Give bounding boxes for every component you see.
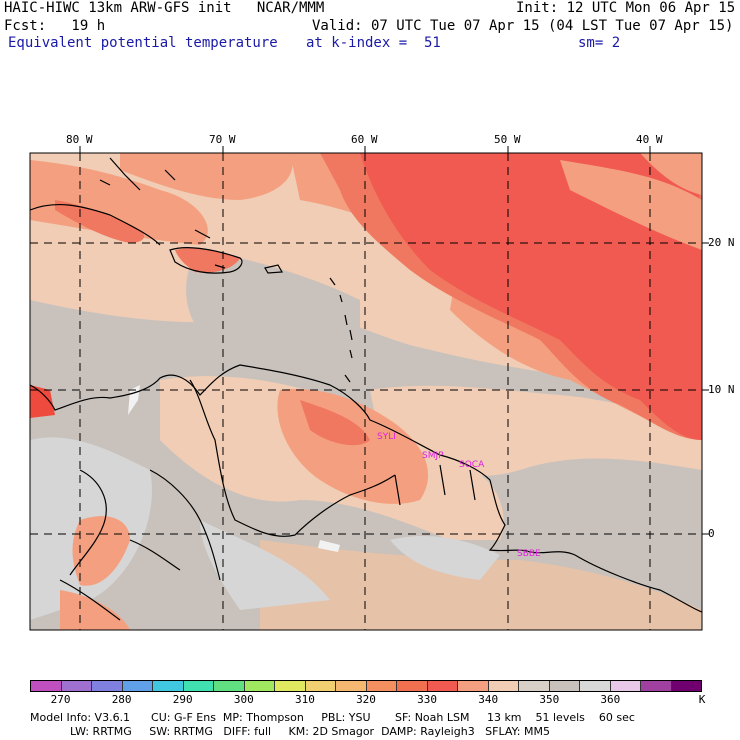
lat-label: 10 N xyxy=(708,383,735,396)
color-bar-segment xyxy=(214,681,245,691)
lon-label: 70 W xyxy=(209,133,236,146)
color-bar-segment xyxy=(519,681,550,691)
color-bar-tick-label: 350 xyxy=(539,693,560,706)
color-bar-segment xyxy=(427,681,458,691)
salmon-region xyxy=(30,160,208,245)
red-region xyxy=(30,385,55,418)
color-bar xyxy=(30,680,702,692)
lon-label: 40 W xyxy=(636,133,663,146)
model-info-line1: Model Info: V3.6.1 CU: G-F Ens MP: Thomp… xyxy=(30,711,635,724)
color-bar-segment xyxy=(397,681,428,691)
color-bar-segment xyxy=(92,681,123,691)
smoothing-value: sm= 2 xyxy=(578,35,621,51)
color-bar-segment xyxy=(671,681,701,691)
station-label: SOCA xyxy=(459,460,485,470)
color-bar-tick-label: 340 xyxy=(478,693,499,706)
salmon-region xyxy=(72,516,130,586)
model-title: HAIC-HIWC 13km ARW-GFS init NCAR/MMM xyxy=(4,0,325,16)
color-bar-tick-label: 310 xyxy=(294,693,315,706)
grey-low-region xyxy=(390,535,500,580)
color-bar-segment xyxy=(275,681,306,691)
valid-time: Valid: 07 UTC Tue 07 Apr 15 (04 LST Tue … xyxy=(312,18,734,34)
map-frame xyxy=(29,152,703,631)
color-bar-segment xyxy=(61,681,92,691)
color-bar-segment xyxy=(31,681,62,691)
lon-label: 50 W xyxy=(494,133,521,146)
color-bar-segment xyxy=(458,681,489,691)
color-bar-segment xyxy=(610,681,641,691)
lon-label: 60 W xyxy=(351,133,378,146)
tan-region xyxy=(370,385,702,476)
color-bar-tick-label: 360 xyxy=(600,693,621,706)
station-label: SYLI xyxy=(377,432,396,442)
white-patch xyxy=(128,385,140,415)
grey-low-region xyxy=(200,520,330,610)
salmon-region xyxy=(60,590,130,630)
frame-ticks xyxy=(79,146,709,535)
salmon-region xyxy=(560,160,702,250)
field-name: Equivalent potential temperature xyxy=(8,35,278,51)
forecast-hour: Fcst: 19 h xyxy=(4,18,106,34)
color-bar-segment xyxy=(366,681,397,691)
station-label: SMJP xyxy=(422,451,444,461)
init-time: Init: 12 UTC Mon 06 Apr 15 xyxy=(516,0,736,16)
station-label: SBBE xyxy=(517,549,541,559)
white-patch xyxy=(318,540,340,552)
color-bar-segment xyxy=(336,681,367,691)
color-bar-tick-label: 320 xyxy=(356,693,376,706)
lat-label: 20 N xyxy=(708,236,735,249)
color-bar-segment xyxy=(183,681,214,691)
coral-region xyxy=(175,247,240,273)
level-index: at k-index = 51 xyxy=(306,35,441,51)
color-bar-segment xyxy=(244,681,275,691)
color-bar-tick-label: 330 xyxy=(417,693,438,706)
color-bar-segment xyxy=(122,681,153,691)
coral-region xyxy=(55,200,145,243)
grid-lines xyxy=(30,153,702,630)
model-info-line2: LW: RRTMG SW: RRTMG DIFF: full KM: 2D Sm… xyxy=(70,725,550,738)
grey-region xyxy=(186,250,360,364)
color-bar-tick-label: 290 xyxy=(172,693,193,706)
color-bar-tick-label: 280 xyxy=(111,693,132,706)
color-bar-segment xyxy=(488,681,519,691)
color-bar-tick-label: K xyxy=(698,693,706,706)
color-bar-segment xyxy=(153,681,184,691)
color-bar-segment xyxy=(641,681,672,691)
color-bar-tick-label: 300 xyxy=(233,693,254,706)
red-region xyxy=(360,153,702,440)
color-bar-segment xyxy=(305,681,336,691)
color-bar-segment xyxy=(549,681,580,691)
coral-region xyxy=(300,400,370,446)
salmon-region xyxy=(120,153,293,200)
lat-label: 0 xyxy=(708,527,715,540)
lon-label: 80 W xyxy=(66,133,93,146)
color-bar-tick-label: 270 xyxy=(50,693,71,706)
color-bar-segment xyxy=(580,681,611,691)
salmon-region xyxy=(640,153,702,195)
tan-region xyxy=(260,540,702,630)
